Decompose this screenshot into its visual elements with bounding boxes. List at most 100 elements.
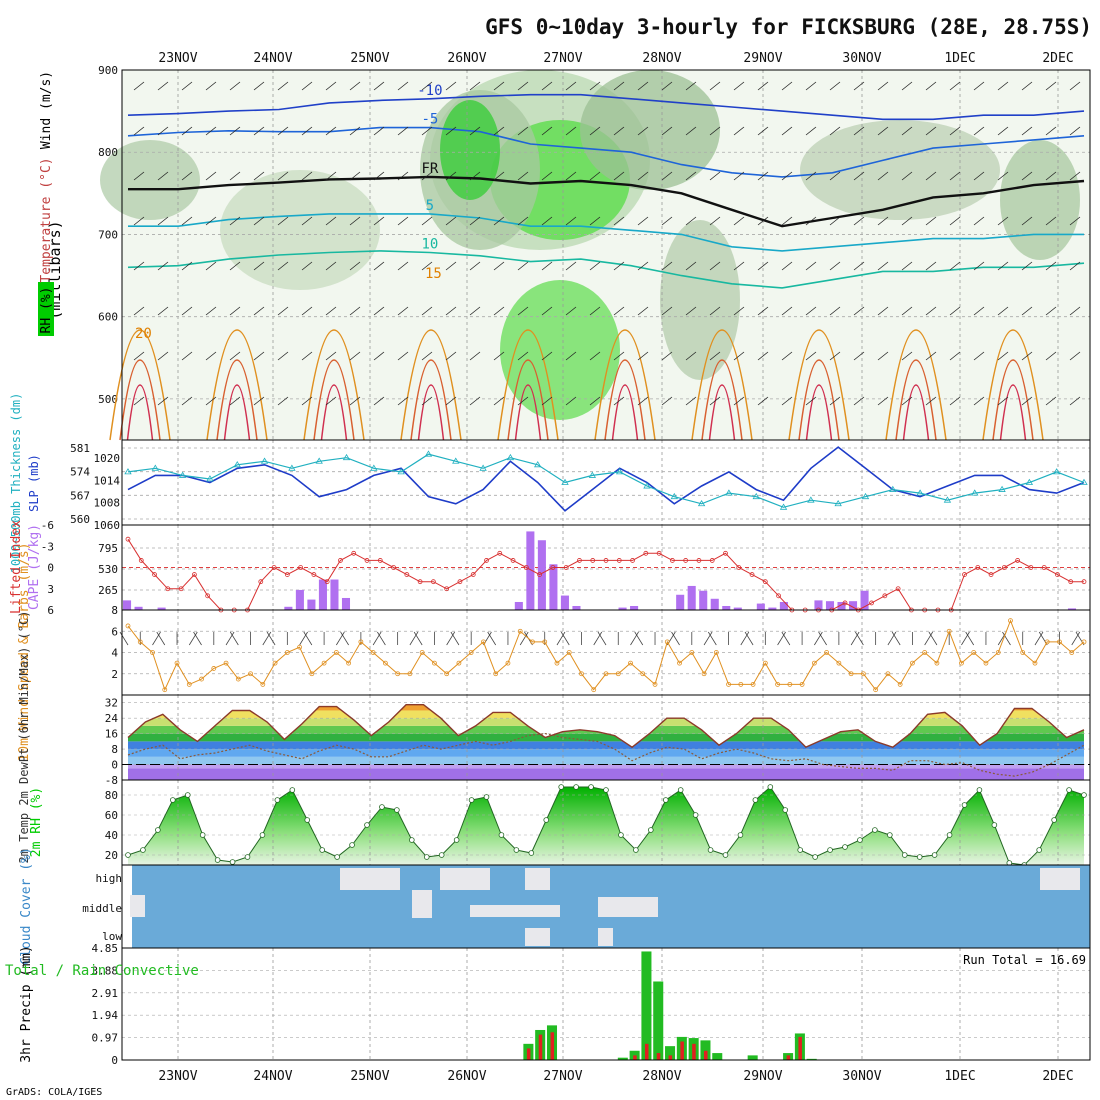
cape-bar [814,600,823,610]
wind-barb [277,126,289,136]
wind-tick-label: 4 [111,647,118,660]
cloud-panel: high middle low Cloud Cover (%) [19,847,1091,965]
wind-barb [853,216,865,226]
cape-bar [134,606,143,610]
warm-isotherm [206,329,268,441]
wind-speed-point [407,671,413,677]
precip-convective-bar [633,1055,637,1060]
wind-barb [744,631,754,646]
wind-barb [901,261,913,271]
warm-isotherm [604,359,646,441]
wind-barb [325,216,337,226]
wind-barb [301,351,313,361]
wind-barb [277,81,289,91]
cloud-layer-label: high [96,872,123,885]
li-point [484,558,489,563]
wind-barb [205,306,217,316]
slp-tick-label: 1060 [94,519,121,532]
wind-barb [541,351,553,361]
wind-barb [703,631,713,646]
wind-barb [925,396,937,406]
wind-barb [685,396,697,406]
rh-shading [220,170,380,290]
wind-barb [709,171,721,181]
cape-bar [837,601,846,610]
wind-speed-point [910,660,915,666]
date-tick-top: 1DEC [944,51,975,66]
slp-tick-label: 1014 [94,474,121,487]
wind-speed-point [946,628,952,634]
wind-barb [1021,306,1033,316]
wind-barb [493,81,505,91]
wind-speed-point [799,681,805,687]
rh-shading [440,100,500,200]
wind-speed-point [701,671,707,677]
wind-barb [973,261,985,271]
wind-barb [325,396,337,406]
li-line [127,538,1084,611]
cape-bar [157,607,166,610]
cloud-axis-label: Cloud Cover (%) [19,847,34,964]
wind-barb [565,261,577,271]
wind-barb [637,81,649,91]
wind-barb [397,171,409,181]
wind-barb [829,306,841,316]
thickness-tick-label: 567 [70,489,90,502]
wind-barb [397,261,409,271]
wind-speed-point [873,687,879,693]
warm-isotherm [497,329,559,441]
wind-speed-point [591,687,597,693]
wind-speed-point [456,660,462,666]
wind-barb [225,631,235,646]
date-tick-bottom: 23NOV [158,1069,197,1084]
rh-point [737,832,744,838]
cloud-block [470,905,560,917]
wind-barb [541,216,553,226]
wind-speed-point [983,660,989,666]
rh-point [528,850,535,856]
li-point [550,565,556,570]
wind-barb [613,261,625,271]
wind-speed-point [1044,639,1050,645]
li-point [284,572,290,577]
rh-point [946,832,953,838]
rh-tick-label: 80 [105,789,118,802]
wind-speed-point [223,660,229,666]
wind-barb [397,81,409,91]
warm-isotherm [119,359,161,441]
wind-barb [901,396,913,406]
wind-barb [877,126,889,136]
wind-barb [709,261,721,271]
rh-point [289,787,296,793]
li-point [669,558,675,563]
wind-barb [133,396,145,406]
wind-barb [325,81,337,91]
wind-barb [421,306,433,316]
wind-barb [301,261,313,271]
wind-barb [157,306,169,316]
wind-barb [853,306,865,316]
wind-barb [661,306,673,316]
wind-barb [373,216,385,226]
li-point [364,558,370,563]
wind-barb [1069,216,1081,226]
wind-barb [1021,261,1033,271]
li-point [630,558,635,563]
wind-barb [373,81,385,91]
wind-speed-point [493,671,499,677]
wind-barb [949,126,961,136]
wind-barb [949,306,961,316]
wind-barb [1021,81,1033,91]
thickness-point [861,492,870,500]
wind-barb [925,216,937,226]
li-point [497,550,503,556]
wind-barb [853,351,865,361]
wind-barb [733,261,745,271]
wind-barb [637,306,649,316]
cloud-block [340,868,400,890]
wind-barb [781,631,791,646]
wind-barb [965,631,975,646]
wind-barb [397,396,409,406]
warm-isotherm [514,384,542,441]
warm-isotherm [109,329,171,441]
